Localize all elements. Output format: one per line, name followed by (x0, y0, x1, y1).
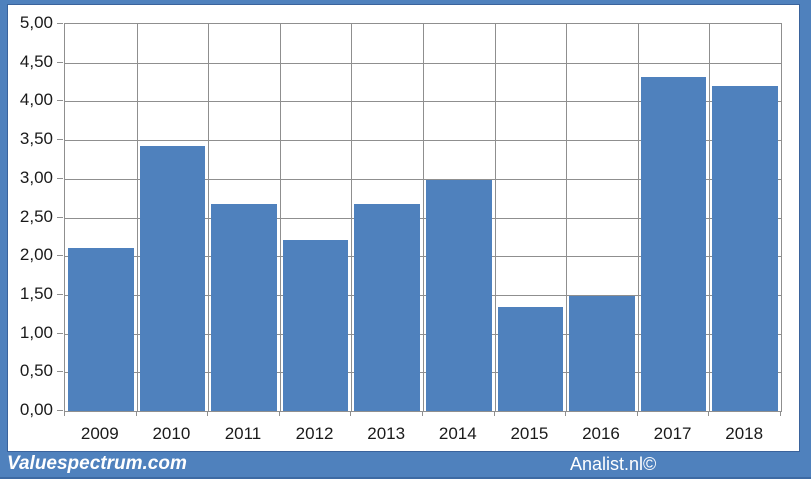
x-tick-mark (207, 411, 209, 416)
x-tick-label: 2011 (224, 424, 262, 443)
bar-2012 (282, 239, 349, 411)
x-tick-mark (422, 411, 423, 416)
v-gridline (351, 24, 353, 411)
y-tick-mark (57, 293, 63, 295)
bar-2014 (426, 180, 492, 411)
y-tick-mark (57, 371, 63, 373)
y-tick-mark (57, 216, 63, 218)
v-gridline (494, 24, 496, 411)
x-tick-mark (780, 411, 781, 416)
x-tick-label: 2012 (295, 424, 334, 443)
y-tick-label: 0,50 (19, 361, 53, 381)
x-tick-mark (565, 411, 567, 416)
bar-2011 (211, 203, 277, 411)
y-tick-label: 3,50 (19, 129, 53, 149)
v-gridline (566, 24, 568, 411)
y-tick-label: 2,50 (19, 206, 53, 226)
y-tick-mark (57, 139, 63, 141)
y-tick-label: 4,00 (19, 90, 53, 110)
credit-text: Analist.nl© (570, 454, 657, 474)
x-tick-mark (636, 411, 638, 416)
bar-2010 (139, 146, 206, 411)
y-tick-label: 2,00 (19, 245, 53, 265)
x-tick-label: 2016 (582, 424, 620, 443)
x-tick-mark (350, 411, 352, 416)
y-tick-mark (57, 410, 63, 411)
bar-2016 (569, 296, 635, 411)
x-tick-label: 2009 (80, 424, 119, 443)
x-tick-label: 2015 (510, 424, 549, 443)
v-gridline (637, 24, 639, 411)
y-tick-label: 3,00 (19, 167, 53, 187)
bar-2018 (712, 85, 778, 411)
x-tick-mark (708, 411, 710, 416)
y-tick-mark (57, 23, 63, 24)
y-tick-mark (57, 332, 63, 334)
y-tick-mark (57, 177, 63, 179)
x-tick-label: 2014 (438, 424, 477, 443)
bar-2017 (640, 76, 707, 411)
y-tick-mark (57, 255, 63, 257)
x-tick-label: 2010 (152, 424, 191, 443)
bar-2009 (68, 248, 134, 411)
y-tick-mark (57, 100, 63, 102)
x-tick-label: 2013 (367, 424, 406, 443)
y-tick-mark (57, 61, 63, 63)
x-tick-label: 2018 (725, 424, 764, 443)
plot-area (64, 23, 782, 412)
v-gridline (136, 24, 138, 411)
bar-2015 (497, 307, 564, 411)
v-gridline (709, 24, 711, 411)
v-gridline (423, 24, 424, 411)
brand-logo: Valuespectrum.com (7, 453, 187, 474)
y-tick-label: 0,00 (19, 400, 53, 419)
x-tick-mark (135, 411, 137, 416)
x-tick-label: 2017 (653, 424, 692, 443)
v-gridline (208, 24, 210, 411)
bar-2013 (354, 204, 420, 411)
v-gridline (279, 24, 281, 411)
footer-bar: Valuespectrum.com Analist.nl© (0, 452, 811, 479)
y-tick-label: 5,00 (19, 13, 53, 32)
x-tick-mark (64, 411, 65, 416)
y-tick-label: 4,50 (19, 51, 53, 71)
x-tick-mark (278, 411, 280, 416)
y-tick-label: 1,00 (19, 322, 53, 342)
y-tick-label: 1,50 (19, 283, 53, 303)
x-tick-mark (493, 411, 495, 416)
